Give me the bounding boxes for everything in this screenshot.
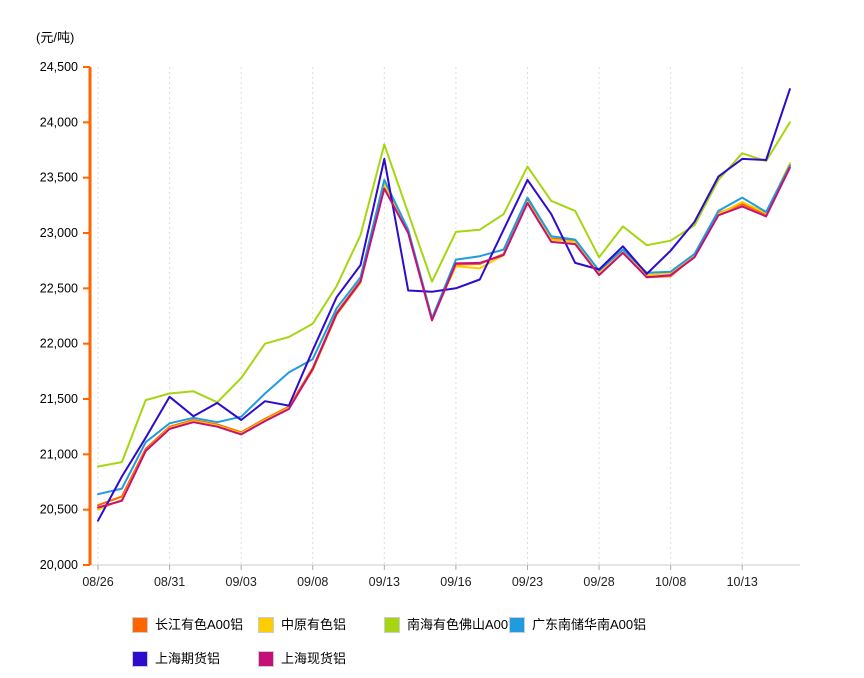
y-tick-label: 24,500 bbox=[40, 60, 78, 74]
series-line-0 bbox=[97, 163, 791, 507]
y-axis: 20,000 20,500 21,000 21,500 22,000 22,500 23,0… bbox=[40, 60, 92, 572]
series-line-1 bbox=[97, 162, 791, 511]
x-tick-label: 09/16 bbox=[440, 575, 471, 589]
y-tick-label: 22,000 bbox=[40, 337, 78, 351]
x-tick-label: 10/08 bbox=[655, 575, 686, 589]
x-tick-label: 08/31 bbox=[154, 575, 185, 589]
x-tick-label: 09/28 bbox=[583, 575, 614, 589]
unit-label: (元/吨) bbox=[36, 30, 74, 45]
x-tick-label: 09/13 bbox=[369, 575, 400, 589]
x-tick-label: 09/08 bbox=[297, 575, 328, 589]
x-tick-label: 09/23 bbox=[512, 575, 543, 589]
y-tick-label: 22,500 bbox=[40, 281, 78, 295]
series-line-4 bbox=[97, 88, 791, 522]
series-lines bbox=[97, 88, 791, 522]
series-line-5 bbox=[97, 166, 791, 509]
x-axis: 08/26 08/31 09/03 09/08 09/13 09/16 09/23 09/28… bbox=[82, 564, 800, 589]
y-tick-label: 21,500 bbox=[40, 392, 78, 406]
y-tick-label: 23,500 bbox=[40, 171, 78, 185]
x-tick-label: 10/13 bbox=[727, 575, 758, 589]
gridlines bbox=[97, 67, 743, 565]
y-tick-label: 21,000 bbox=[40, 447, 78, 461]
x-tick-label: 08/26 bbox=[82, 575, 113, 589]
y-tick-label: 23,000 bbox=[40, 226, 78, 240]
series-line-3 bbox=[97, 164, 791, 496]
y-tick-label: 20,500 bbox=[40, 503, 78, 517]
y-tick-label: 24,000 bbox=[40, 115, 78, 129]
series-line-2 bbox=[97, 121, 791, 468]
y-tick-label: 20,000 bbox=[40, 558, 78, 572]
x-tick-label: 09/03 bbox=[226, 575, 257, 589]
